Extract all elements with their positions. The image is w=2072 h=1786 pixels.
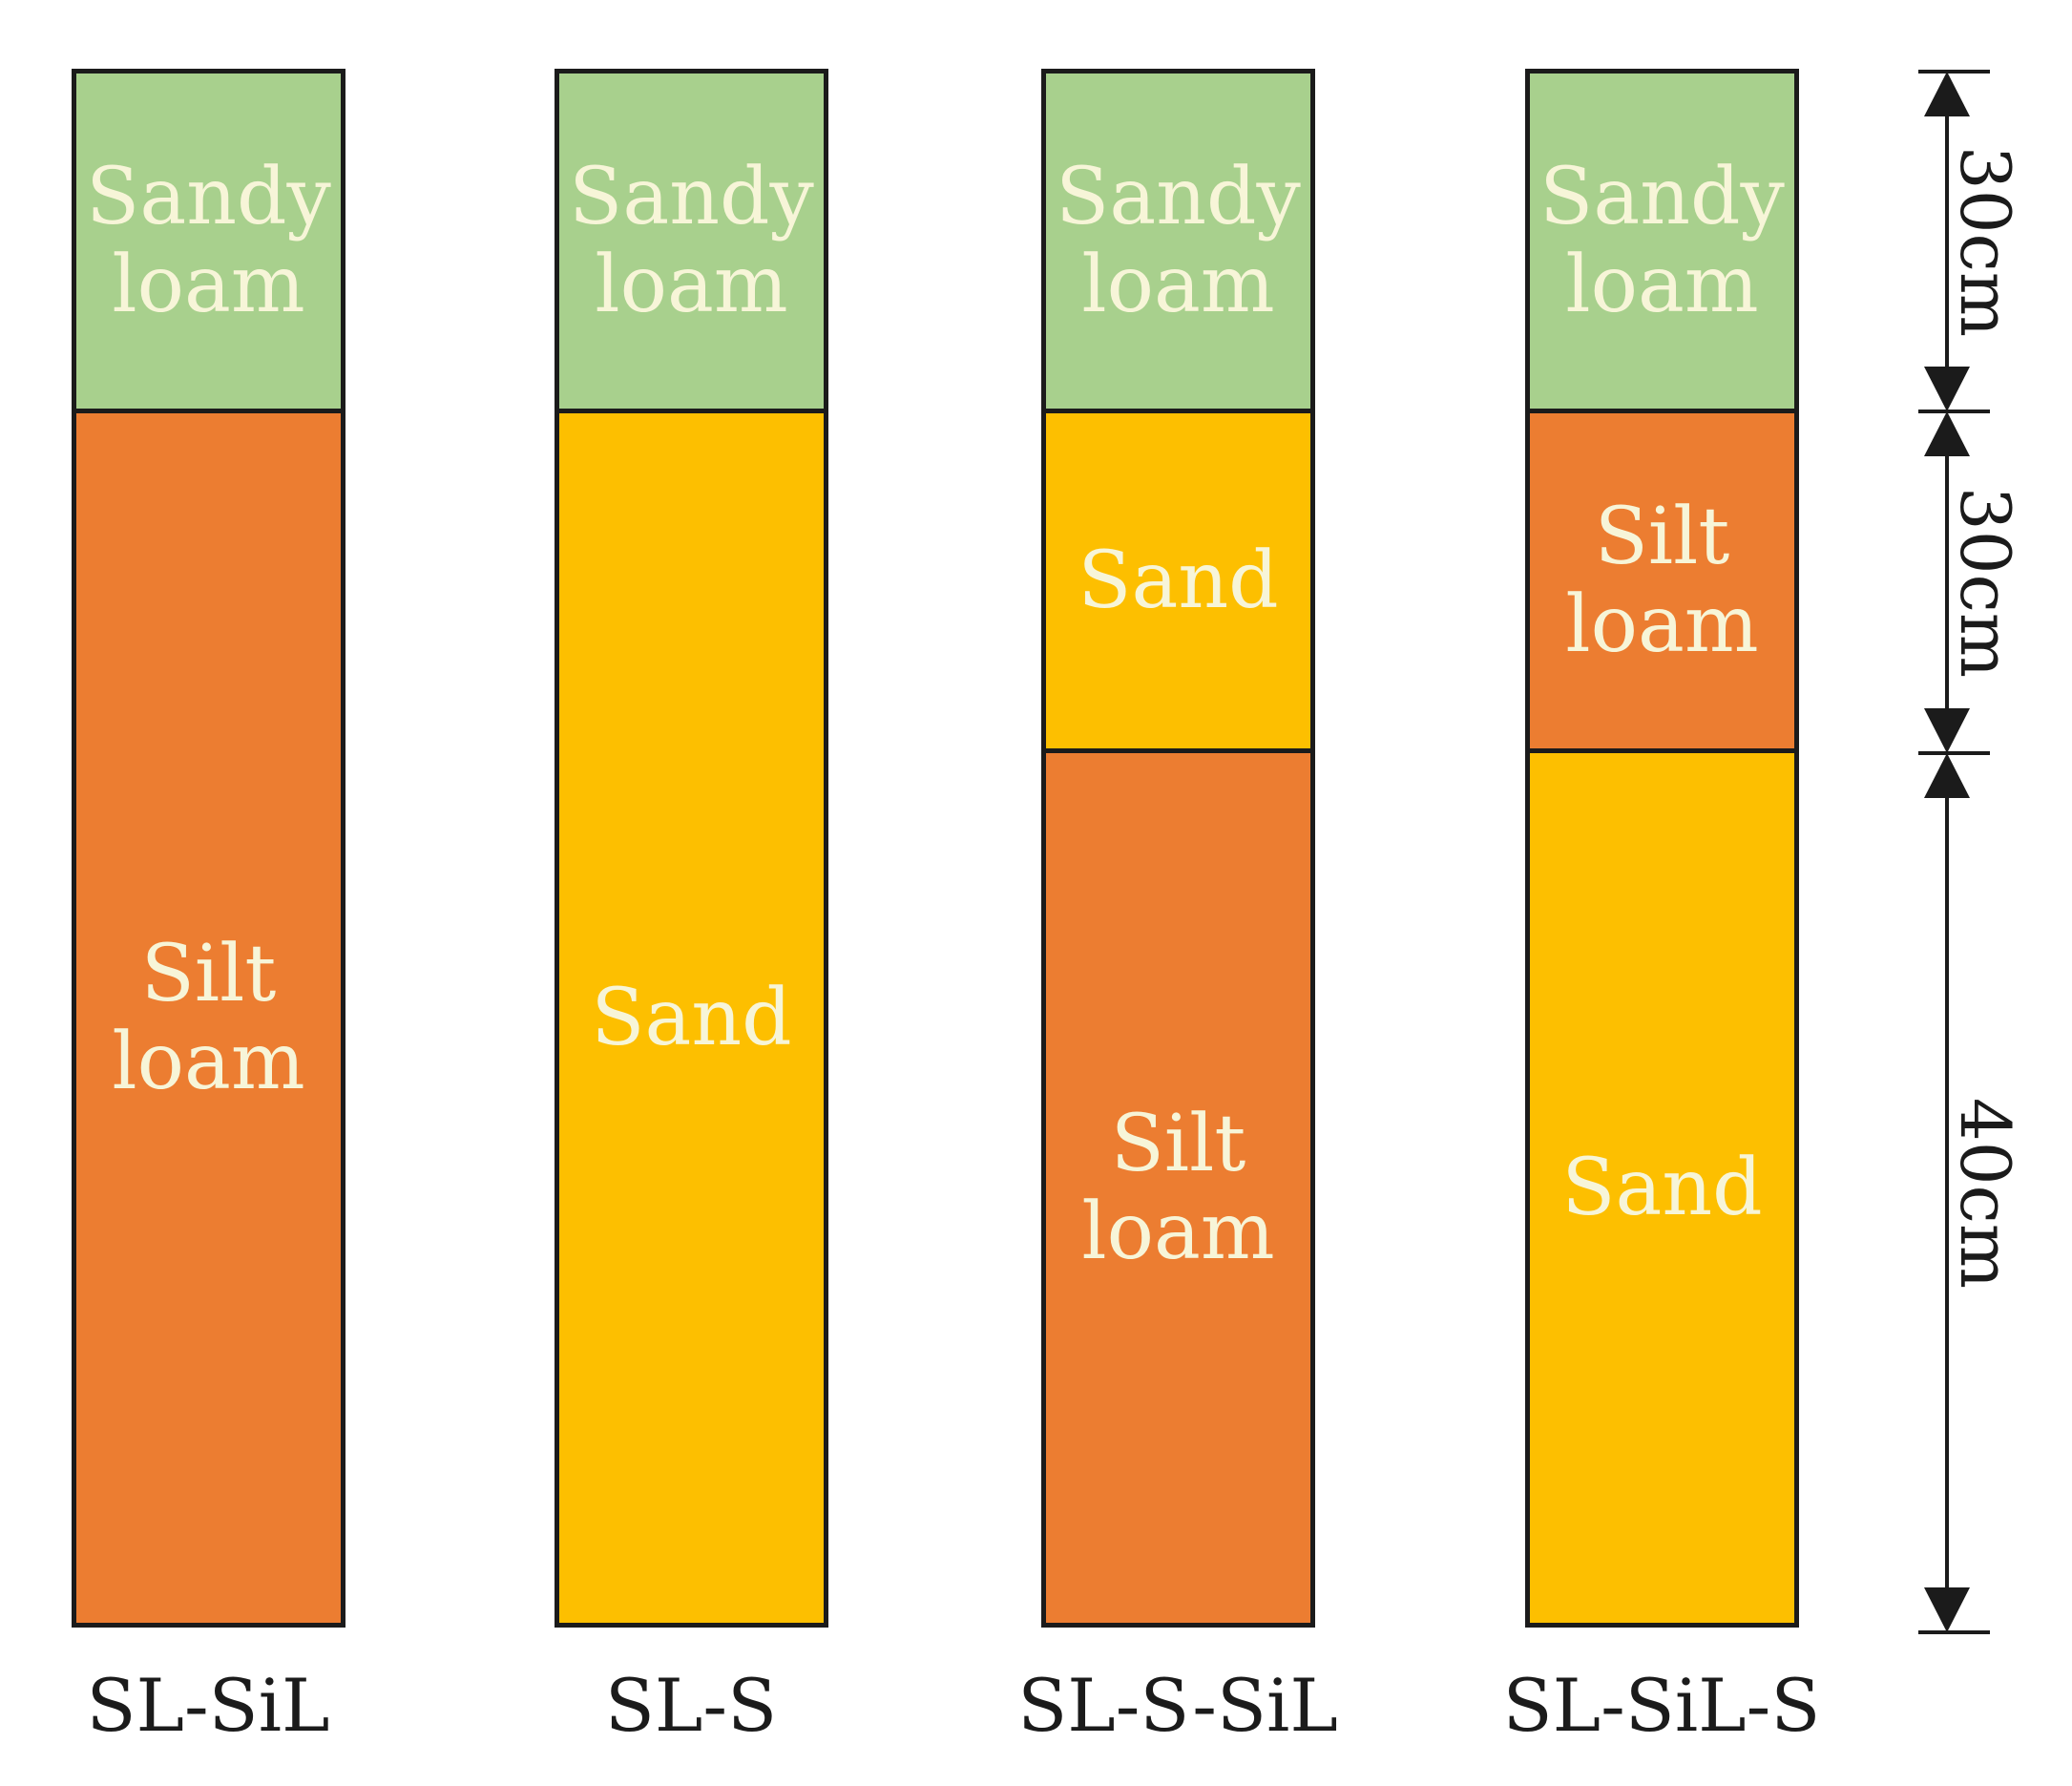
layer-label-line: loam (1565, 578, 1759, 670)
layer-label-line: loam (1081, 1186, 1275, 1277)
soil-column-sl-sil-s: Sandy loam Silt loam Sand (1525, 69, 1799, 1628)
column-label-sl-sil-s: SL-SiL-S (1502, 1663, 1821, 1748)
column-label-sl-s: SL-S (604, 1663, 778, 1748)
layer-label-line: Sand (1078, 535, 1279, 626)
layer-label-line: loam (595, 239, 788, 330)
soil-column-sl-s: Sandy loam Sand (555, 69, 828, 1628)
layer-label-line: loam (1081, 239, 1275, 330)
layer-sand: Sand (1046, 413, 1310, 753)
layer-sandy-loam: Sandy loam (1530, 74, 1794, 413)
layer-label-line: Silt (1110, 1098, 1246, 1189)
layer-label-line: Silt (140, 928, 277, 1019)
dimension-label-top: 30cm (1945, 145, 2025, 338)
arrowhead-down-icon (1924, 367, 1970, 411)
layer-label-line: Sandy (569, 151, 814, 242)
arrowhead-down-icon (1924, 708, 1970, 753)
layer-label-line: Sand (1561, 1142, 1763, 1233)
layer-sand: Sand (1530, 753, 1794, 1623)
layer-silt-loam: Silt loam (1046, 753, 1310, 1623)
layer-label-line: Sand (591, 972, 792, 1063)
layer-label-line: Silt (1594, 491, 1730, 582)
soil-column-sl-s-sil: Sandy loam Sand Silt loam (1041, 69, 1315, 1628)
layer-label-line: loam (1565, 239, 1759, 330)
layer-silt-loam: Silt loam (1530, 413, 1794, 753)
arrowhead-up-icon (1924, 72, 1970, 116)
column-label-sl-s-sil: SL-S-SiL (1017, 1663, 1338, 1748)
layer-sand: Sand (559, 413, 824, 1623)
arrowhead-up-icon (1924, 753, 1970, 798)
layer-silt-loam: Silt loam (76, 413, 341, 1623)
column-label-sl-sil: SL-SiL (86, 1663, 330, 1748)
layer-sandy-loam: Sandy loam (1046, 74, 1310, 413)
layer-sandy-loam: Sandy loam (76, 74, 341, 413)
layer-label-line: Sandy (1539, 151, 1785, 242)
layer-label-line: Sandy (86, 151, 331, 242)
dimension-label-middle: 30cm (1945, 486, 2025, 679)
arrowhead-up-icon (1924, 411, 1970, 456)
layer-label-line: Sandy (1056, 151, 1301, 242)
arrowhead-down-icon (1924, 1587, 1970, 1632)
layer-sandy-loam: Sandy loam (559, 74, 824, 413)
dimension-label-bottom: 40cm (1945, 1097, 2025, 1290)
layer-label-line: loam (112, 239, 305, 330)
soil-column-sl-sil: Sandy loam Silt loam (72, 69, 345, 1628)
layer-label-line: loam (112, 1016, 305, 1107)
